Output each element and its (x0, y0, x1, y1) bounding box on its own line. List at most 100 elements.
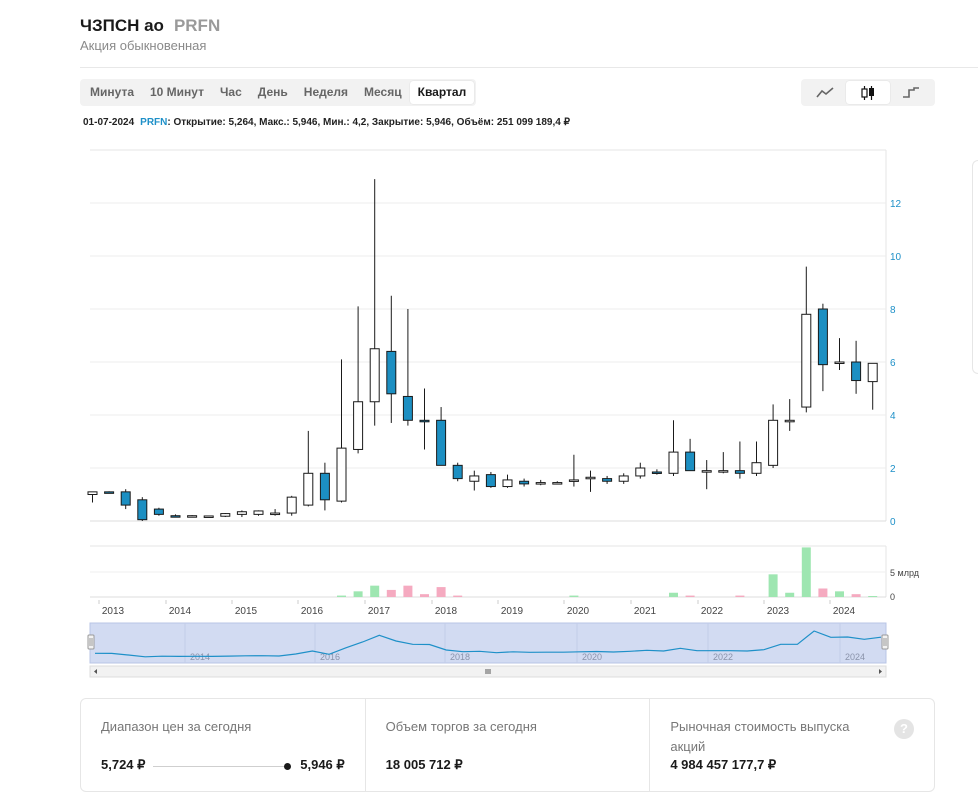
candle (286, 495, 297, 516)
candle-body-up (635, 467, 646, 477)
candle (519, 478, 530, 487)
navigator-tick-label: 2024 (845, 652, 865, 662)
candle-body-up (718, 470, 729, 473)
candle-body-up (668, 451, 679, 474)
x-tick-label: 2024 (833, 606, 856, 617)
volume-bar (669, 592, 678, 597)
side-panel-edge (972, 160, 978, 374)
candle-body-up (369, 348, 380, 403)
candle-body-up (303, 472, 314, 506)
candle (817, 303, 828, 392)
candle-body-up (236, 511, 247, 515)
candle (220, 513, 231, 518)
y-tick-label: 0 (890, 517, 896, 528)
candle (386, 295, 397, 423)
candle (87, 491, 98, 503)
candle (402, 309, 413, 426)
candle-body-up (502, 479, 513, 488)
header-divider (80, 67, 978, 68)
x-tick-label: 2013 (102, 606, 125, 617)
trade-volume-value: 18 005 712 ₽ (385, 757, 463, 772)
candle (187, 515, 198, 518)
help-icon[interactable]: ? (894, 719, 915, 739)
line-chart-button[interactable] (803, 81, 846, 104)
candle-body-up (751, 462, 762, 474)
period-tab-10min[interactable]: 10 Минут (150, 85, 204, 99)
candle-body-down (485, 474, 496, 488)
security-name: ЧЗПСН ао (80, 16, 164, 35)
line-chart-icon (816, 86, 834, 98)
candle-body-up (336, 447, 347, 502)
navigator-right-handle[interactable] (881, 634, 889, 650)
period-tab-month[interactable]: Месяц (364, 85, 402, 99)
y-tick-label: 8 (890, 305, 896, 316)
x-tick-label: 2022 (701, 606, 724, 617)
candle-body-up (701, 470, 712, 473)
candle (319, 462, 330, 511)
candlestick-chart-icon (861, 85, 874, 100)
candle-body-down (519, 480, 530, 485)
x-tick-label: 2015 (235, 606, 258, 617)
candle-body-up (353, 401, 364, 450)
candle-body-up (469, 475, 480, 482)
candle (552, 481, 563, 485)
volume-bar (735, 595, 745, 597)
candle-body-down (817, 308, 828, 366)
market-cap-label: Рыночная стоимость выпуска акций (670, 719, 850, 754)
candle (502, 474, 513, 488)
candle-body-up (535, 482, 546, 485)
candle-body-down (436, 419, 447, 466)
candle (170, 514, 181, 518)
period-tab-day[interactable]: День (257, 85, 288, 99)
security-type: Акция обыкновенная (80, 38, 207, 53)
x-tick-label: 2014 (169, 606, 192, 617)
candle (851, 340, 862, 394)
scroll-left-icon (94, 669, 97, 674)
candle-info-values: : Открытие: 5,264, Макс.: 5,946, Мин.: 4… (167, 117, 570, 128)
volume-bar (403, 585, 413, 597)
candle (618, 473, 629, 484)
candle-body-down (685, 451, 696, 472)
candle-body-down (402, 395, 413, 421)
candle-body-down (170, 515, 181, 518)
x-tick-label: 2019 (501, 606, 524, 617)
candle (734, 441, 745, 479)
candle-body-down (851, 361, 862, 382)
candle (751, 441, 762, 476)
candle-info-date: 01-07-2024 (83, 117, 135, 128)
candle (203, 515, 214, 518)
step-chart-button[interactable] (890, 81, 933, 104)
candle-body-down (651, 471, 662, 474)
candle (768, 404, 779, 468)
volume-bar (370, 585, 380, 597)
candlestick-chart-button[interactable] (846, 81, 890, 104)
candle (153, 507, 164, 516)
candle (436, 407, 447, 466)
candle-body-down (602, 478, 613, 482)
candle-body-down (153, 508, 164, 515)
x-tick-label: 2023 (767, 606, 790, 617)
navigator-left-handle[interactable] (87, 634, 95, 650)
period-tab-quarter[interactable]: Квартал (409, 81, 475, 104)
candle (419, 388, 430, 450)
candle (668, 420, 679, 476)
candle-body-down (419, 419, 430, 423)
volume-bar (818, 588, 828, 597)
y-tick-label: 2 (890, 464, 896, 475)
navigator-tick-label: 2016 (320, 652, 340, 662)
candle (834, 338, 845, 370)
price-chart[interactable]: 0 2 4 6 8 10 12 5 млрд 0 2013 2014 2015 2016 2017 2018… (80, 140, 940, 680)
volume-bar (868, 596, 878, 597)
period-tab-minute[interactable]: Минута (90, 85, 134, 99)
candle-body-down (137, 499, 148, 521)
candle-body-up (618, 475, 629, 482)
volume-bar (851, 594, 861, 597)
period-tab-hour[interactable]: Час (220, 85, 242, 99)
candle-info-line: 01-07-2024 PRFN: Открытие: 5,264, Макс.: … (83, 117, 570, 128)
navigator-tick-label: 2022 (713, 652, 733, 662)
period-tab-week[interactable]: Неделя (303, 85, 349, 99)
candle (867, 362, 878, 410)
candle (535, 479, 546, 486)
volume-zero-label: 0 (890, 592, 895, 602)
candle (253, 510, 264, 516)
